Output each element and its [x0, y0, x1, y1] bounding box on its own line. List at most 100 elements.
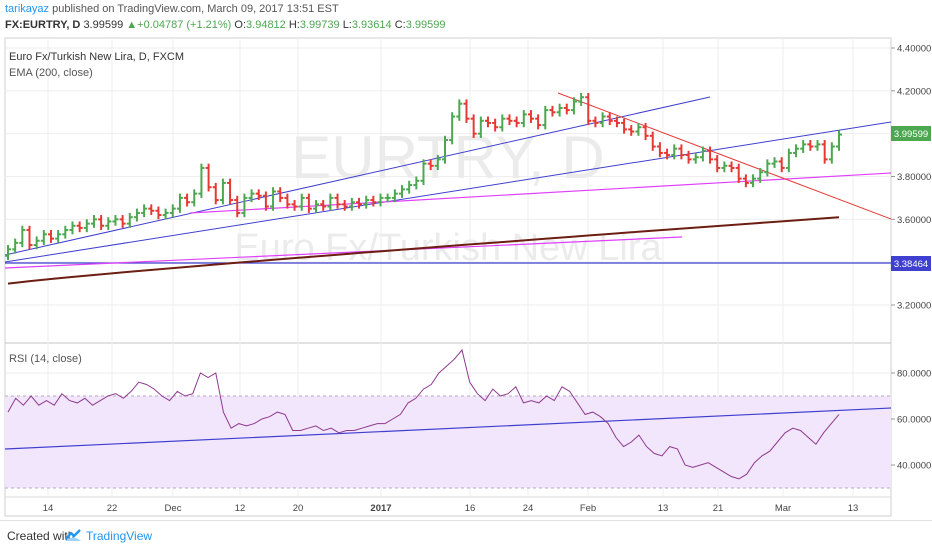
ohlc-bar[interactable] [198, 163, 205, 198]
rsi-line[interactable] [7, 348, 840, 480]
rsi-axis[interactable]: 40.0000 60.0000 80.0000 [891, 369, 931, 472]
ohlc-bar[interactable] [642, 122, 649, 141]
ohlc-bar[interactable] [119, 215, 126, 228]
chart-canvas[interactable]: EURTRY, D Euro Fx/Turkish New Lira 3.200… [0, 36, 932, 520]
ohlc-bar[interactable] [513, 116, 520, 128]
ohlc-bar[interactable] [105, 217, 112, 231]
ohlc-bar[interactable] [556, 103, 563, 117]
ohlc-bar[interactable] [47, 230, 54, 243]
ohlc-bar[interactable] [40, 230, 47, 246]
ohlc-bar[interactable] [98, 215, 105, 231]
ohlc-bar[interactable] [255, 189, 262, 201]
ohlc-bar[interactable] [692, 152, 699, 164]
ohlc-bar[interactable] [133, 208, 140, 222]
trendline-red[interactable] [557, 92, 892, 220]
ohlc-bar[interactable] [542, 105, 549, 130]
ohlc-bar[interactable] [83, 219, 90, 233]
ohlc-bar[interactable] [270, 187, 277, 211]
ohlc-bar[interactable] [649, 131, 656, 151]
ohlc-bar[interactable] [742, 174, 749, 188]
ohlc-bar[interactable] [456, 99, 463, 121]
ohlc-bar[interactable] [484, 116, 491, 128]
ohlc-bar[interactable] [62, 225, 69, 239]
ohlc-bar[interactable] [370, 195, 377, 207]
author-link[interactable]: tarikayaz [5, 3, 50, 15]
ohlc-bar[interactable] [76, 221, 83, 233]
ohlc-bar[interactable] [320, 200, 327, 211]
ohlc-bar[interactable] [771, 157, 778, 168]
ohlc-bar[interactable] [227, 178, 234, 205]
ohlc-bar[interactable] [721, 161, 728, 173]
ema-legend[interactable]: EMA (200, close) [9, 67, 93, 79]
ohlc-bar[interactable] [434, 155, 441, 171]
ohlc-bar[interactable] [334, 193, 341, 209]
ohlc-bar[interactable] [477, 116, 484, 138]
ohlc-bar[interactable] [635, 122, 642, 136]
ohlc-bar[interactable] [628, 125, 635, 136]
ohlc-bar[interactable] [499, 114, 506, 132]
ohlc-bar[interactable] [828, 142, 835, 164]
ohlc-bar[interactable] [184, 193, 191, 207]
trendline-blue-lower[interactable] [4, 121, 892, 263]
ohlc-bar[interactable] [470, 114, 477, 138]
ema-200-line[interactable] [7, 216, 840, 285]
ohlc-bar[interactable] [814, 140, 821, 151]
ohlc-bar[interactable] [621, 118, 628, 134]
ohlc-bar[interactable] [549, 105, 556, 117]
ohlc-bar[interactable] [305, 193, 312, 213]
ohlc-bar[interactable] [191, 189, 198, 207]
ohlc-bar[interactable] [764, 159, 771, 177]
ohlc-bar[interactable] [55, 230, 62, 243]
ohlc-bar[interactable] [506, 114, 513, 126]
ohlc-bar[interactable] [298, 193, 305, 211]
ohlc-bar[interactable] [527, 110, 534, 123]
rsi-trendline[interactable] [4, 407, 892, 450]
ohlc-bar[interactable] [606, 112, 613, 126]
ohlc-bar[interactable] [735, 163, 742, 183]
ohlc-bar[interactable] [69, 221, 76, 235]
ohlc-bar[interactable] [363, 195, 370, 209]
ohlc-bar[interactable] [613, 116, 620, 128]
ohlc-bar[interactable] [148, 204, 155, 216]
ohlc-bar[interactable] [821, 140, 828, 164]
ohlc-bar[interactable] [90, 215, 97, 228]
ohlc-bar[interactable] [212, 182, 219, 205]
trendline-magenta-upper[interactable] [189, 172, 892, 214]
ohlc-bar[interactable] [377, 193, 384, 207]
ohlc-bar[interactable] [291, 200, 298, 211]
ohlc-bar[interactable] [313, 200, 320, 213]
ohlc-bar[interactable] [492, 118, 499, 132]
ohlc-bar[interactable] [592, 116, 599, 128]
ohlc-bar[interactable] [241, 193, 248, 218]
ohlc-bar[interactable] [800, 140, 807, 153]
ohlc-bar[interactable] [406, 180, 413, 194]
ohlc-bar[interactable] [12, 238, 19, 254]
ohlc-bar[interactable] [205, 163, 212, 192]
ohlc-bar[interactable] [391, 189, 398, 203]
ohlc-bar[interactable] [356, 197, 363, 209]
ohlc-bar[interactable] [678, 144, 685, 160]
ohlc-bar[interactable] [219, 178, 226, 205]
ohlc-bar[interactable] [707, 146, 714, 164]
ohlc-bar[interactable] [248, 189, 255, 203]
ohlc-bar[interactable] [599, 112, 606, 128]
ohlc-bar[interactable] [327, 193, 334, 211]
ohlc-bar[interactable] [420, 159, 427, 186]
ohlc-bar[interactable] [234, 195, 241, 218]
ohlc-bar[interactable] [449, 112, 456, 145]
ohlc-bar[interactable] [384, 193, 391, 203]
ohlc-bar[interactable] [728, 161, 735, 173]
ohlc-bar[interactable] [685, 150, 692, 164]
ohlc-bar[interactable] [441, 135, 448, 164]
ohlc-bar[interactable] [520, 110, 527, 128]
tradingview-logo-icon[interactable] [64, 528, 82, 542]
ohlc-bar[interactable] [19, 225, 26, 248]
ohlc-bar[interactable] [570, 97, 577, 115]
ohlc-bar[interactable] [155, 206, 162, 220]
ohlc-bar[interactable] [427, 159, 434, 171]
ohlc-bar[interactable] [671, 144, 678, 160]
ohlc-bar[interactable] [778, 157, 785, 173]
time-axis[interactable]: 14 22 Dec 12 20 2017 16 24 Feb 13 21 Mar 13 [43, 503, 859, 514]
ohlc-bar[interactable] [277, 187, 284, 203]
tradingview-brand[interactable]: TradingView [86, 529, 153, 543]
